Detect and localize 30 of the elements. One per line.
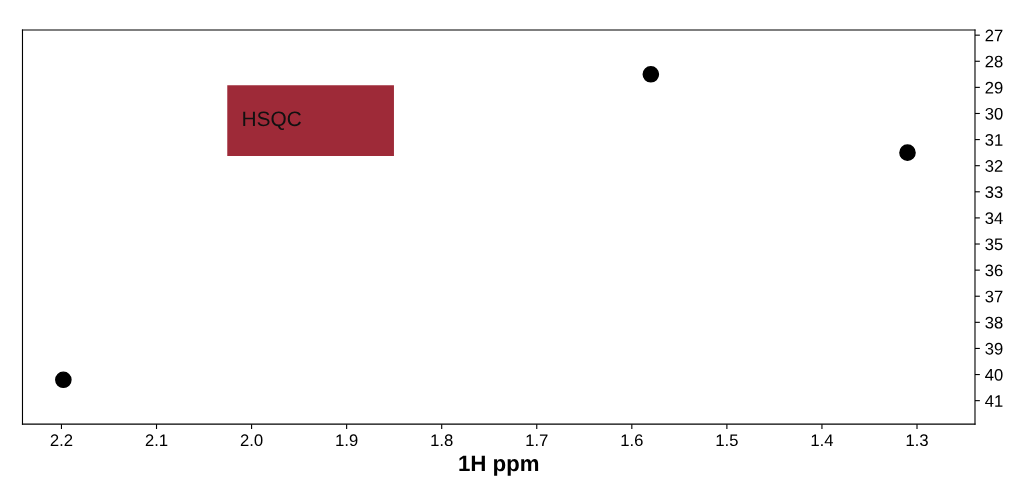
x-tick-label: 2.1 [145,434,168,446]
y-tick-label: 39 [985,342,1003,355]
y-tick-label: 33 [985,186,1003,198]
point [899,144,916,161]
x-tick-label: 2.2 [50,434,73,446]
x-axis-title: 1H ppm [459,455,539,476]
y-tick-label: 38 [985,316,1003,329]
x-tick-label: 1.9 [336,434,358,447]
annotation: HSQC [243,111,301,130]
y-tick-label: 32 [985,160,1003,172]
y-tick-label: 34 [985,212,1003,225]
y-tick-label: 30 [985,107,1003,120]
y-tick-label: 36 [985,264,1003,277]
x-tick-label: 1.5 [716,434,738,447]
x-tick-label: 1.6 [621,434,643,447]
y-tick-label: 29 [985,81,1003,94]
y-tick-label: 31 [985,133,1003,146]
x-tick-label: 2.0 [240,434,263,447]
y-tick-label: 35 [985,238,1003,251]
x-tick-label: 1.7 [526,434,548,446]
y-tick-label: 28 [985,55,1003,68]
point [642,66,660,83]
y-tick-label: 37 [985,290,1003,303]
y-tick-label: 41 [985,395,1003,407]
x-tick-label: 1.4 [811,434,834,446]
x-tick-label: 1.8 [431,434,453,447]
point [55,371,72,389]
y-tick-label: 40 [985,368,1003,381]
y-tick-label: 27 [985,29,1003,42]
x-tick-label: 1.3 [906,434,928,447]
